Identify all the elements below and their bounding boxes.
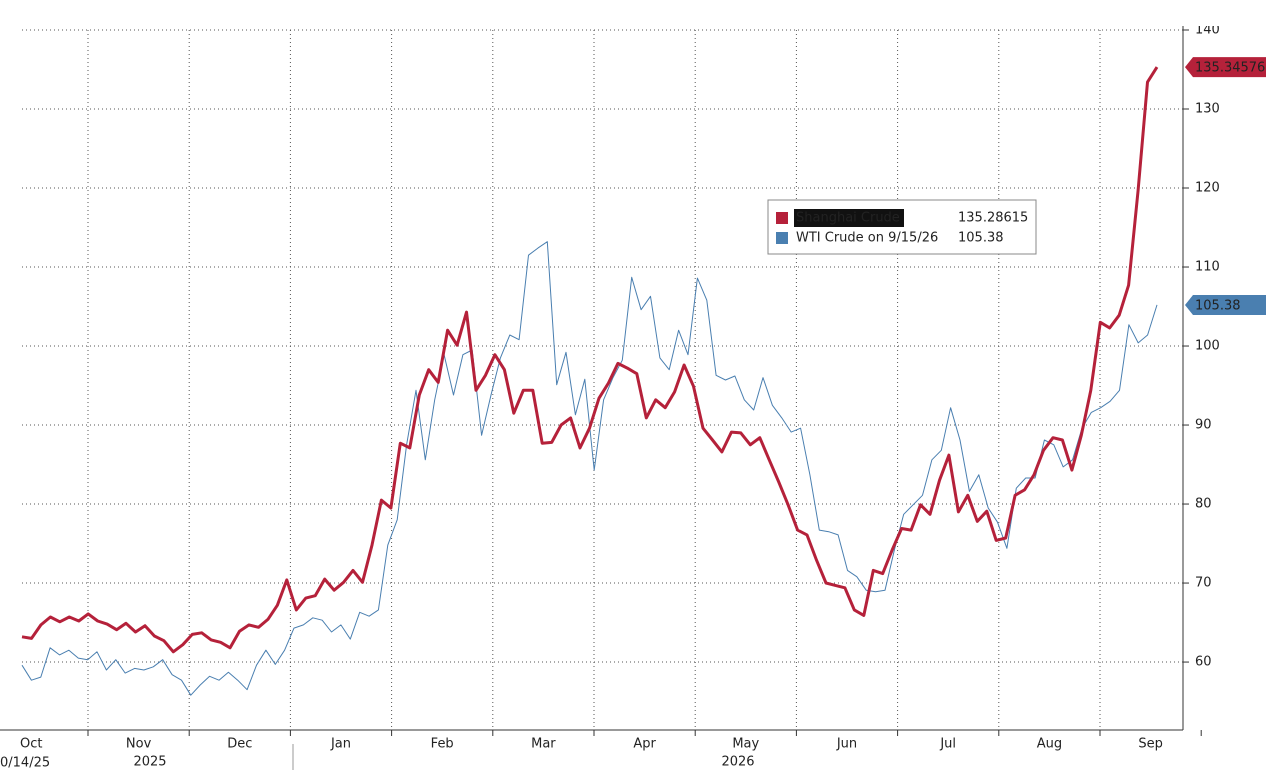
legend: Shanghai Crude 135.28615 WTI Crude on 9/15… xyxy=(767,199,1037,255)
series-line xyxy=(21,66,1159,654)
legend-name: Shanghai Crude xyxy=(796,211,900,226)
legend-swatch xyxy=(776,212,788,224)
y-tick-label: 80 xyxy=(1195,497,1212,512)
legend-value: 135.28615 xyxy=(958,211,1028,226)
year-label: 2025 xyxy=(133,755,166,770)
y-tick-label: 110 xyxy=(1195,260,1220,275)
x-tick-label: Dec xyxy=(227,737,252,752)
y-tick-label: 100 xyxy=(1195,339,1220,354)
start-date: 0/14/25 xyxy=(0,756,50,771)
x-tick-label: Jan xyxy=(330,737,351,752)
legend-value: 105.38 xyxy=(958,231,1004,246)
x-tick-label: Feb xyxy=(431,737,454,752)
legend-name: WTI Crude on 9/15/26 xyxy=(796,231,938,246)
x-tick-label: Jul xyxy=(939,737,956,752)
value-tag xyxy=(1185,57,1266,78)
year-label: 2026 xyxy=(721,755,754,770)
legend-highlight xyxy=(794,209,904,227)
y-tick-label: 90 xyxy=(1195,418,1212,433)
value-tag xyxy=(1185,294,1266,315)
value-tag-label: 105.38 xyxy=(1195,298,1241,313)
x-tick-label: Mar xyxy=(531,737,556,752)
x-tick-label: Aug xyxy=(1037,737,1062,752)
x-tick-label: May xyxy=(732,737,759,752)
x-tick-label: Jun xyxy=(836,737,857,752)
y-tick-label: 140 xyxy=(1195,23,1220,38)
y-tick-label: 120 xyxy=(1195,181,1220,196)
x-tick-label: Oct xyxy=(20,737,42,752)
plot: 60 70 80 90 100 110 120 130 140 Oct Nov Dec Jan Feb Ma… xyxy=(0,23,1266,771)
y-tick-label: 60 xyxy=(1195,655,1212,670)
x-tick-label: Nov xyxy=(126,737,152,752)
legend-swatch xyxy=(776,232,788,244)
x-tick-label: Sep xyxy=(1138,737,1163,752)
y-tick-label: 70 xyxy=(1195,576,1212,591)
series-line xyxy=(21,241,1158,696)
value-tag-label: 135.34576 xyxy=(1195,61,1265,76)
y-tick-label: 130 xyxy=(1195,102,1220,117)
x-tick-label: Apr xyxy=(633,737,656,752)
